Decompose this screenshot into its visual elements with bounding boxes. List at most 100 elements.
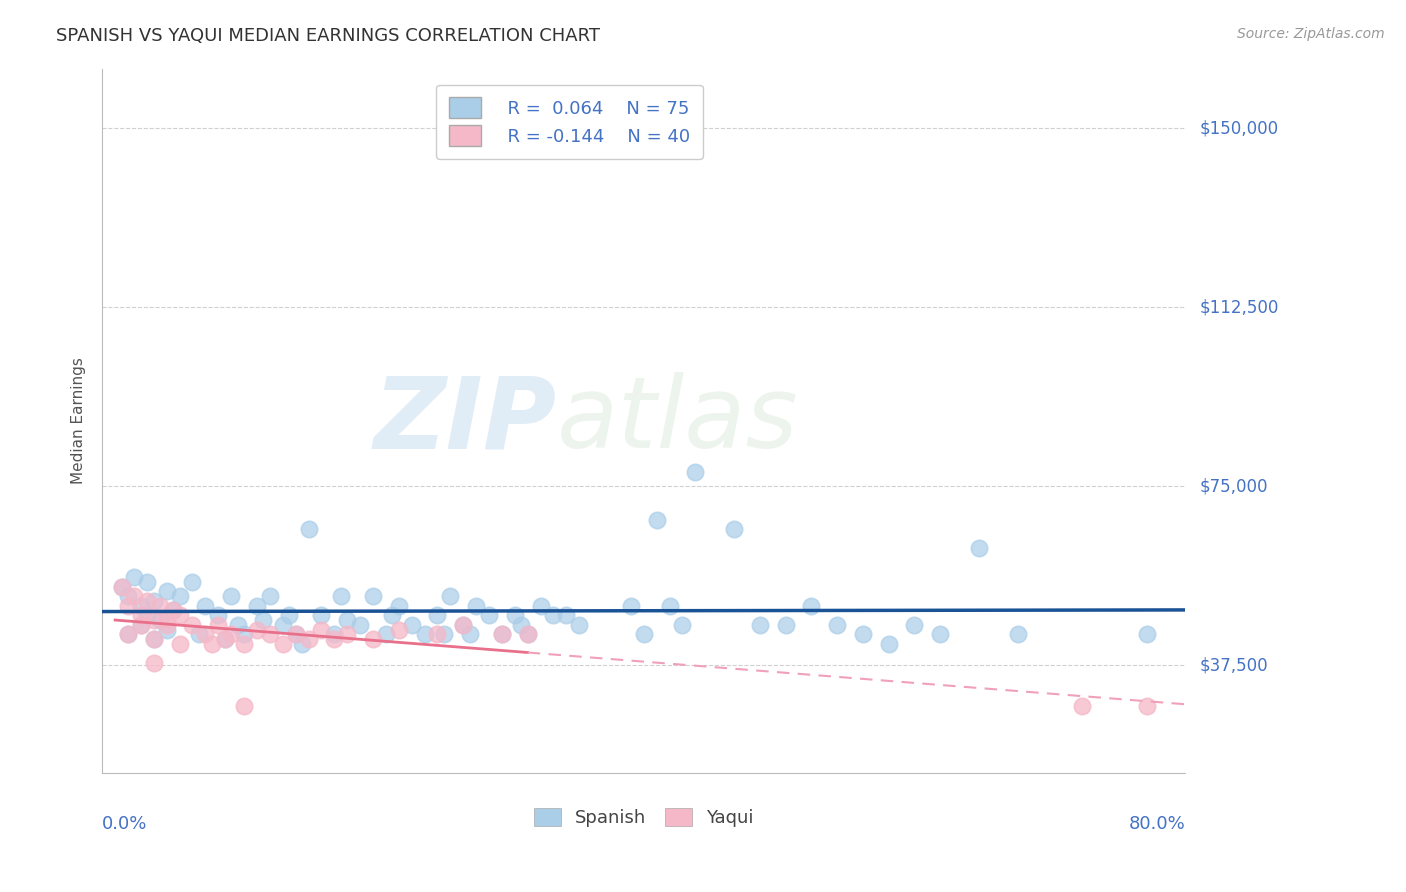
Point	[825, 617, 848, 632]
Point	[349, 617, 371, 632]
Point	[297, 632, 319, 646]
Point	[413, 627, 436, 641]
Text: $75,000: $75,000	[1199, 477, 1268, 495]
Text: Source: ZipAtlas.com: Source: ZipAtlas.com	[1237, 27, 1385, 41]
Point	[117, 627, 139, 641]
Point	[194, 599, 217, 613]
Point	[194, 627, 217, 641]
Point	[162, 603, 184, 617]
Point	[633, 627, 655, 641]
Point	[529, 599, 551, 613]
Point	[510, 617, 533, 632]
Point	[478, 608, 501, 623]
Point	[117, 627, 139, 641]
Point	[142, 632, 165, 646]
Point	[381, 608, 404, 623]
Point	[555, 608, 578, 623]
Point	[169, 608, 191, 623]
Point	[156, 623, 179, 637]
Point	[516, 627, 538, 641]
Point	[117, 599, 139, 613]
Point	[219, 627, 242, 641]
Point	[401, 617, 423, 632]
Point	[169, 637, 191, 651]
Point	[201, 637, 224, 651]
Point	[967, 541, 990, 556]
Point	[142, 594, 165, 608]
Point	[136, 574, 159, 589]
Point	[246, 599, 269, 613]
Point	[426, 627, 449, 641]
Point	[748, 617, 770, 632]
Point	[259, 627, 281, 641]
Point	[207, 617, 229, 632]
Point	[451, 617, 474, 632]
Point	[181, 574, 204, 589]
Point	[1071, 698, 1094, 713]
Point	[291, 637, 314, 651]
Point	[361, 589, 384, 603]
Point	[156, 613, 179, 627]
Point	[543, 608, 565, 623]
Point	[568, 617, 591, 632]
Point	[142, 613, 165, 627]
Point	[187, 627, 209, 641]
Point	[129, 608, 152, 623]
Y-axis label: Median Earnings: Median Earnings	[72, 357, 86, 484]
Point	[465, 599, 488, 613]
Point	[458, 627, 481, 641]
Point	[877, 637, 900, 651]
Text: ZIP: ZIP	[374, 372, 557, 469]
Point	[246, 623, 269, 637]
Point	[388, 599, 411, 613]
Text: $37,500: $37,500	[1199, 657, 1268, 674]
Point	[129, 617, 152, 632]
Text: 80.0%: 80.0%	[1129, 815, 1185, 833]
Text: $150,000: $150,000	[1199, 120, 1278, 137]
Point	[124, 570, 146, 584]
Point	[149, 613, 172, 627]
Point	[233, 637, 256, 651]
Point	[336, 613, 359, 627]
Point	[336, 627, 359, 641]
Point	[110, 580, 132, 594]
Point	[214, 632, 236, 646]
Point	[156, 617, 179, 632]
Point	[491, 627, 513, 641]
Point	[149, 599, 172, 613]
Point	[117, 589, 139, 603]
Point	[136, 594, 159, 608]
Point	[259, 589, 281, 603]
Point	[503, 608, 526, 623]
Point	[311, 623, 333, 637]
Text: $112,500: $112,500	[1199, 298, 1278, 317]
Point	[516, 627, 538, 641]
Text: atlas: atlas	[557, 372, 799, 469]
Point	[775, 617, 797, 632]
Point	[110, 580, 132, 594]
Point	[129, 617, 152, 632]
Point	[136, 608, 159, 623]
Point	[852, 627, 875, 641]
Point	[374, 627, 396, 641]
Point	[233, 698, 256, 713]
Point	[284, 627, 307, 641]
Point	[620, 599, 643, 613]
Point	[271, 617, 294, 632]
Point	[685, 465, 707, 479]
Point	[433, 627, 456, 641]
Point	[181, 617, 204, 632]
Point	[129, 599, 152, 613]
Point	[207, 608, 229, 623]
Point	[252, 613, 274, 627]
Point	[311, 608, 333, 623]
Point	[169, 589, 191, 603]
Point	[361, 632, 384, 646]
Point	[323, 627, 346, 641]
Point	[214, 632, 236, 646]
Point	[491, 627, 513, 641]
Point	[284, 627, 307, 641]
Point	[233, 627, 256, 641]
Point	[297, 522, 319, 536]
Legend: Spanish, Yaqui: Spanish, Yaqui	[527, 800, 761, 834]
